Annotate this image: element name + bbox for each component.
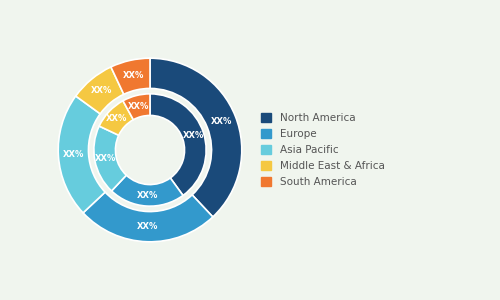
Text: XX%: XX% <box>95 154 116 163</box>
Text: XX%: XX% <box>106 114 128 123</box>
Text: XX%: XX% <box>210 117 232 126</box>
Wedge shape <box>76 67 124 114</box>
Legend: North America, Europe, Asia Pacific, Middle East & Africa, South America: North America, Europe, Asia Pacific, Mid… <box>258 110 388 190</box>
Wedge shape <box>150 94 206 195</box>
Text: XX%: XX% <box>128 102 150 111</box>
Wedge shape <box>123 94 150 120</box>
Wedge shape <box>111 58 150 94</box>
Wedge shape <box>58 96 105 213</box>
Text: XX%: XX% <box>122 71 144 80</box>
Text: XX%: XX% <box>90 86 112 95</box>
Wedge shape <box>94 126 126 191</box>
Wedge shape <box>112 175 183 206</box>
Text: XX%: XX% <box>182 131 204 140</box>
Text: XX%: XX% <box>63 150 84 159</box>
Text: XX%: XX% <box>136 191 158 200</box>
Wedge shape <box>83 192 213 242</box>
Text: XX%: XX% <box>137 222 158 231</box>
Wedge shape <box>150 58 242 217</box>
Wedge shape <box>99 101 134 135</box>
